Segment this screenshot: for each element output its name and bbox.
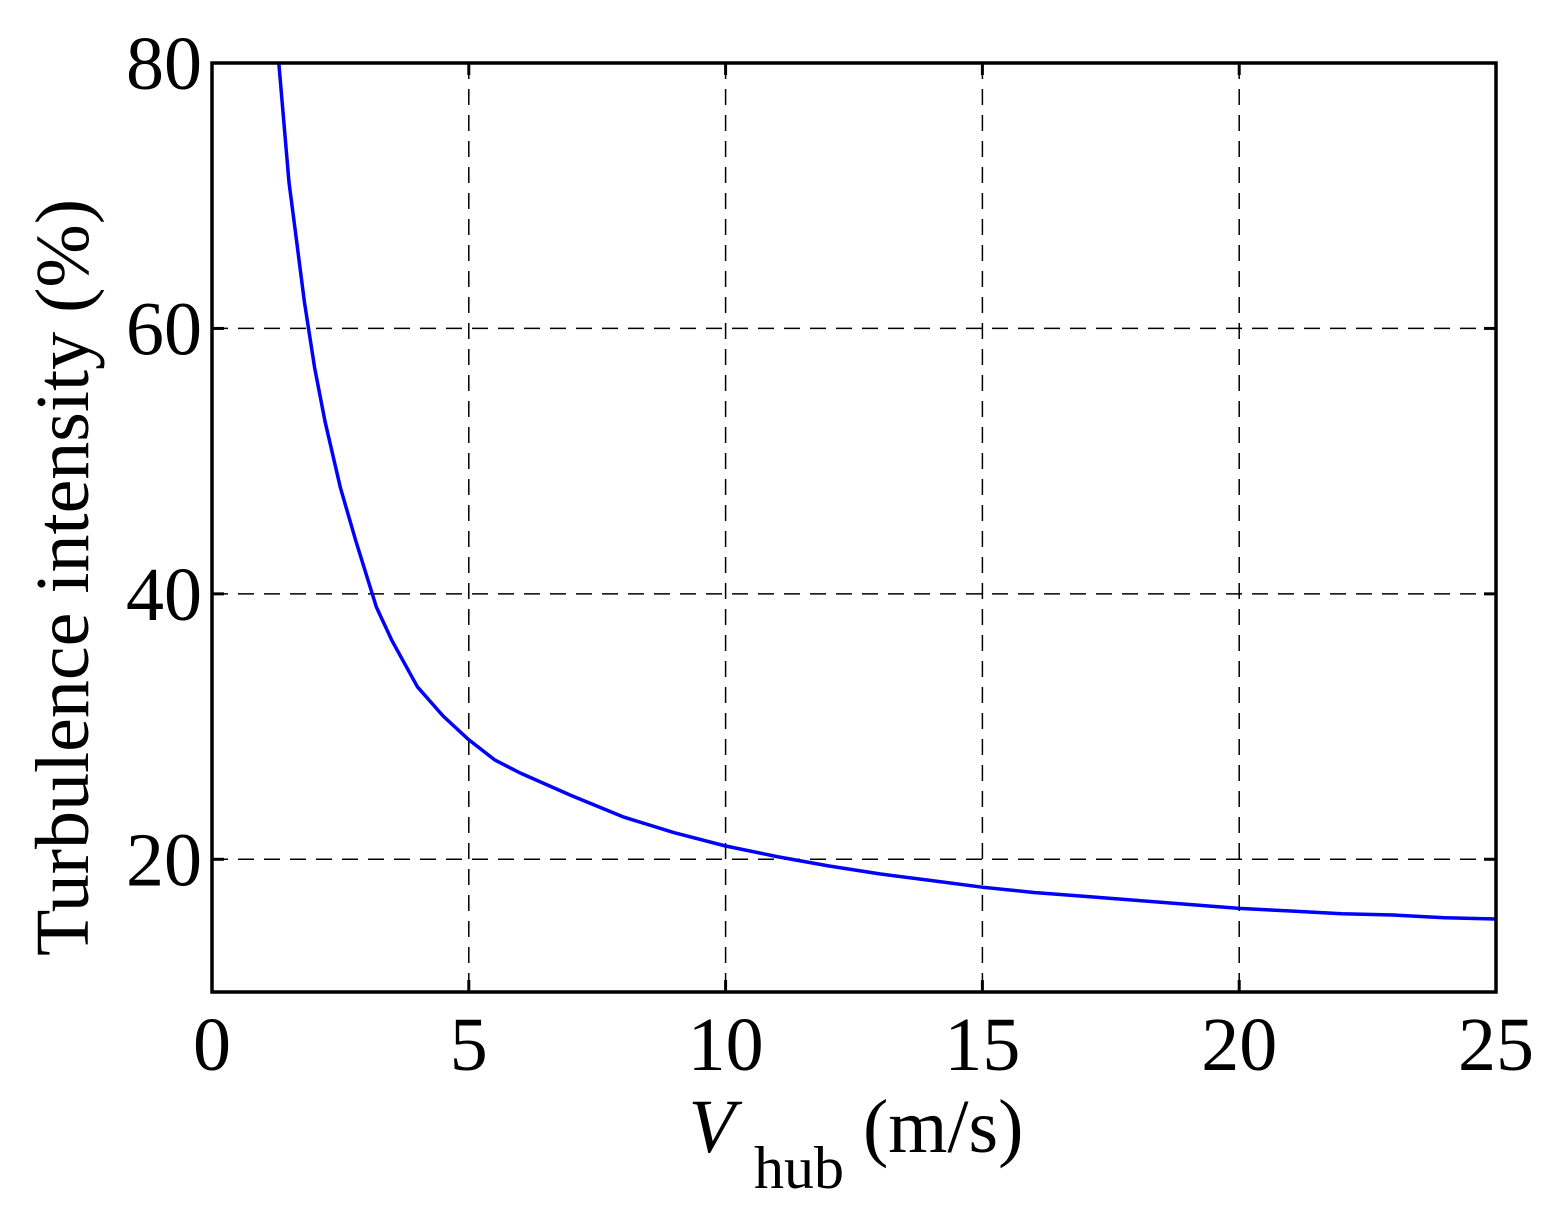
x-tick-label: 5 <box>450 1003 488 1087</box>
y-tick-label: 60 <box>126 287 202 371</box>
x-tick-label: 25 <box>1458 1003 1534 1087</box>
x-axis-label: V hub (m/s) <box>689 1085 1024 1205</box>
x-tick-label: 10 <box>688 1003 764 1087</box>
x-tick-labels: 0 5 10 15 20 25 <box>193 1003 1534 1087</box>
y-tick-label: 20 <box>126 818 202 902</box>
x-axis-label-subscript: hub <box>754 1135 844 1201</box>
x-axis-label-unit: (m/s) <box>863 1085 1023 1169</box>
plot-frame <box>210 61 1498 994</box>
x-tick-label: 15 <box>944 1003 1020 1087</box>
tick-marks <box>210 61 1498 992</box>
y-tick-label: 40 <box>126 553 202 637</box>
grid-lines <box>212 63 1496 992</box>
y-tick-labels: 20 40 60 80 <box>126 22 202 902</box>
axes-box <box>210 61 1498 994</box>
x-tick-label: 0 <box>193 1003 231 1087</box>
series-line <box>277 63 1496 921</box>
x-tick-label: 20 <box>1201 1003 1277 1087</box>
series-layer <box>277 63 1496 921</box>
y-axis-label: Turbulence intensity (%) <box>21 199 105 956</box>
y-tick-label: 80 <box>126 22 202 106</box>
x-axis-label-symbol: V <box>689 1085 743 1169</box>
